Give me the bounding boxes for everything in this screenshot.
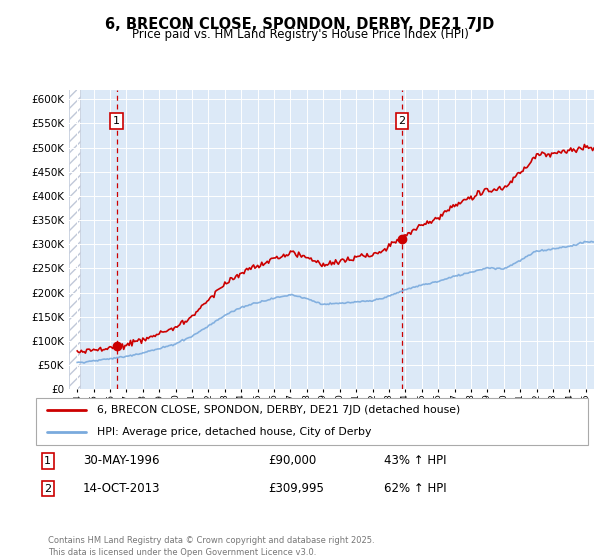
Text: 2: 2	[44, 484, 52, 493]
Text: 2: 2	[398, 116, 406, 126]
Text: 43% ↑ HPI: 43% ↑ HPI	[384, 454, 446, 468]
Text: 62% ↑ HPI: 62% ↑ HPI	[384, 482, 446, 495]
FancyBboxPatch shape	[36, 398, 588, 445]
Text: 6, BRECON CLOSE, SPONDON, DERBY, DE21 7JD (detached house): 6, BRECON CLOSE, SPONDON, DERBY, DE21 7J…	[97, 405, 460, 416]
Text: HPI: Average price, detached house, City of Derby: HPI: Average price, detached house, City…	[97, 427, 371, 437]
Text: £309,995: £309,995	[268, 482, 324, 495]
Text: £90,000: £90,000	[268, 454, 316, 468]
Text: 1: 1	[44, 456, 51, 466]
Text: 6, BRECON CLOSE, SPONDON, DERBY, DE21 7JD: 6, BRECON CLOSE, SPONDON, DERBY, DE21 7J…	[106, 17, 494, 32]
Text: 30-MAY-1996: 30-MAY-1996	[83, 454, 160, 468]
Text: Price paid vs. HM Land Registry's House Price Index (HPI): Price paid vs. HM Land Registry's House …	[131, 28, 469, 41]
Text: 14-OCT-2013: 14-OCT-2013	[83, 482, 160, 495]
Text: Contains HM Land Registry data © Crown copyright and database right 2025.
This d: Contains HM Land Registry data © Crown c…	[48, 536, 374, 557]
Text: 1: 1	[113, 116, 120, 126]
